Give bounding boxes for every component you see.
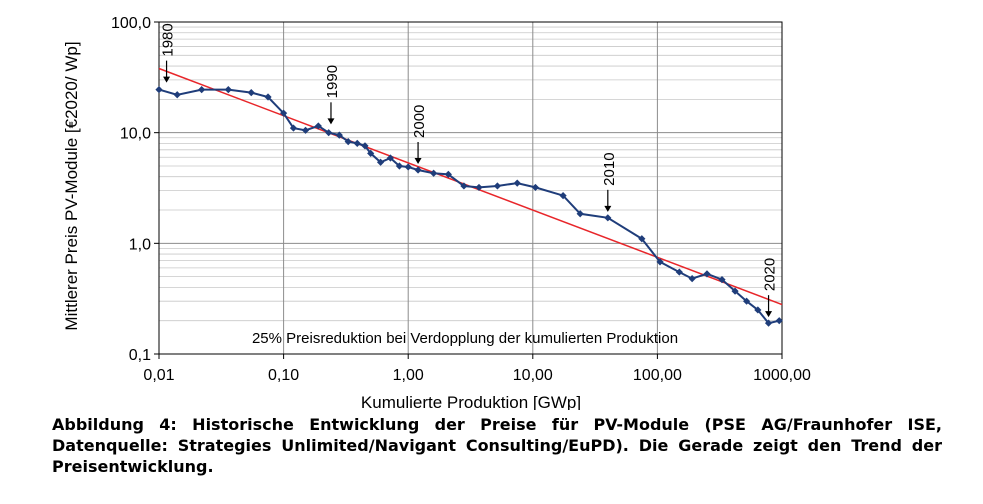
year-marker-2010: 2010 <box>601 152 618 212</box>
figure-caption: Abbildung 4: Historische Entwicklung der… <box>52 415 942 476</box>
year-arrow-head <box>327 118 335 125</box>
data-point <box>376 158 385 166</box>
year-label: 2020 <box>762 258 779 291</box>
axes: 0,1 1,0 10,0 100,0 0,01 0,10 1,00 10,00 100,00 10… <box>111 15 811 384</box>
data-point <box>301 126 310 134</box>
data-point <box>198 85 206 94</box>
data-point <box>386 154 395 162</box>
data-point <box>395 162 404 170</box>
year-label: 2000 <box>411 105 428 138</box>
data-point <box>531 183 540 192</box>
data-point <box>289 124 298 132</box>
year-label: 1980 <box>160 23 177 56</box>
year-markers: 1980 1990 2000 2010 2020 <box>160 23 779 318</box>
x-tick-label: 100,00 <box>633 367 682 384</box>
data-point <box>367 149 375 157</box>
year-marker-2000: 2000 <box>411 105 428 164</box>
data-point <box>559 191 567 200</box>
price-learning-chart: 0,1 1,0 10,0 100,0 0,01 0,10 1,00 10,00 100,00 10… <box>62 15 811 410</box>
data-point <box>764 319 773 327</box>
data-point <box>513 179 521 187</box>
chart-annotation: 25% Preisreduktion bei Verdopplung der k… <box>252 330 678 347</box>
year-marker-2020: 2020 <box>762 258 779 318</box>
data-point <box>460 182 468 190</box>
grid <box>158 21 783 355</box>
data-point <box>604 214 612 222</box>
data-point <box>335 131 343 139</box>
data-point <box>344 138 352 146</box>
data-point <box>404 163 412 171</box>
y-tick-label: 100,0 <box>111 15 151 32</box>
y-tick-label: 10,0 <box>120 126 151 143</box>
x-tick-label: 10,00 <box>513 367 553 384</box>
data-point <box>224 85 232 94</box>
data-point <box>638 235 646 243</box>
data-point <box>414 166 422 174</box>
data-point <box>754 306 762 314</box>
x-tick-label: 0,01 <box>143 367 174 384</box>
data-point <box>775 317 783 325</box>
data-point <box>361 142 369 150</box>
price-series-line <box>158 88 780 325</box>
data-point <box>688 275 696 283</box>
data-point <box>314 122 322 130</box>
data-point <box>444 170 452 178</box>
data-point <box>718 276 726 284</box>
data-point <box>475 183 483 192</box>
y-tick-label: 1,0 <box>129 236 151 253</box>
data-point <box>675 268 683 276</box>
plot-frame <box>158 21 783 355</box>
data-point <box>493 182 502 190</box>
year-arrow-head <box>163 76 171 83</box>
data-point <box>703 270 711 278</box>
y-axis-label: Mittlerer Preis PV-Module [€2020/ Wp] <box>62 41 81 330</box>
data-point <box>155 85 163 94</box>
series-layer <box>155 67 783 327</box>
data-point <box>173 91 181 99</box>
year-marker-1980: 1980 <box>160 23 177 83</box>
data-point <box>325 129 333 137</box>
data-point <box>280 109 288 117</box>
x-axis-label: Kumulierte Produktion [GWp] <box>361 393 581 410</box>
year-label: 1990 <box>324 65 341 98</box>
year-label: 2010 <box>601 152 618 185</box>
data-point <box>656 258 664 266</box>
x-tick-label: 1000,00 <box>753 367 811 384</box>
x-tick-label: 1,00 <box>393 367 424 384</box>
data-point <box>430 169 438 177</box>
year-arrow-head <box>414 157 422 164</box>
data-point <box>353 139 361 147</box>
data-point <box>264 93 272 101</box>
x-tick-label: 0,10 <box>268 367 299 384</box>
data-point <box>247 89 255 97</box>
y-tick-label: 0,1 <box>129 347 151 364</box>
data-point <box>743 297 751 305</box>
year-marker-1990: 1990 <box>324 65 341 125</box>
data-point <box>731 287 739 295</box>
year-arrow-head <box>765 311 773 318</box>
year-arrow-head <box>604 205 612 212</box>
data-point <box>576 210 584 218</box>
